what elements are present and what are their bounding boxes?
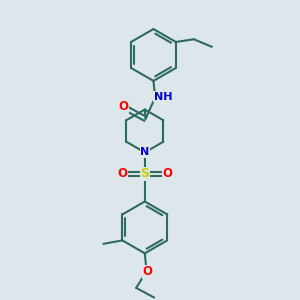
Text: S: S [140, 167, 149, 180]
Text: N: N [140, 147, 149, 158]
Text: O: O [163, 167, 172, 180]
Text: O: O [142, 266, 152, 278]
Text: O: O [117, 167, 127, 180]
Text: NH: NH [154, 92, 172, 102]
Text: O: O [118, 100, 128, 113]
